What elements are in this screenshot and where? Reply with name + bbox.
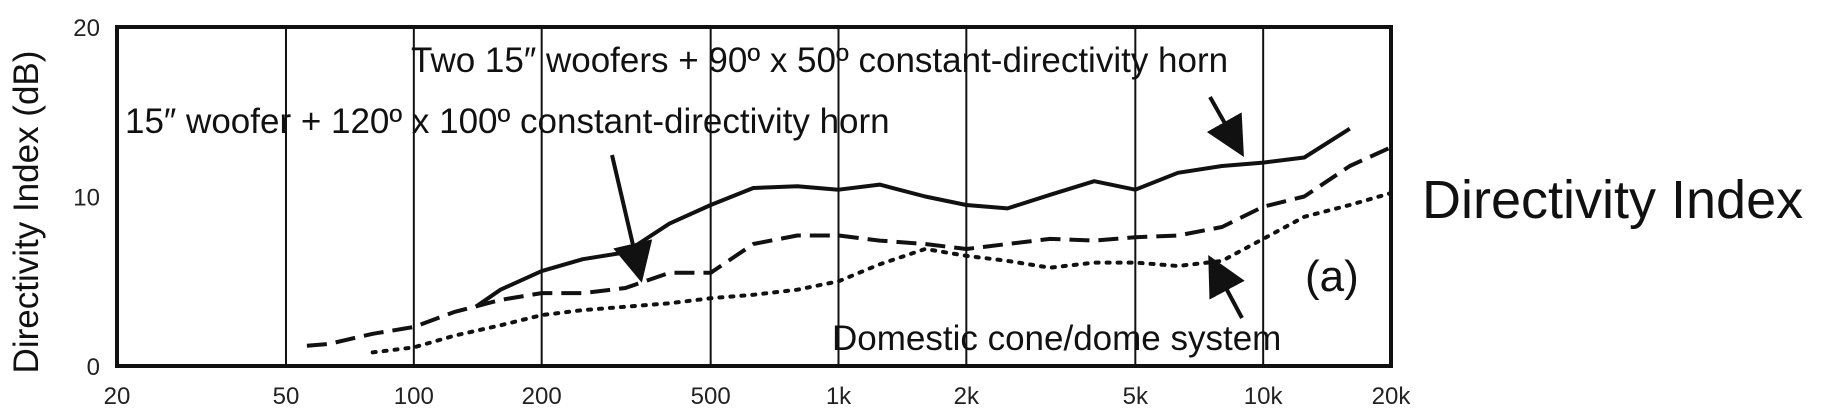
x-tick-label: 20 bbox=[104, 383, 131, 410]
y-tick-label: 0 bbox=[87, 354, 100, 381]
x-tick-label: 2k bbox=[954, 383, 980, 410]
y-tick-labels: 0 10 20 bbox=[73, 15, 100, 381]
annotation-two-woofers: Two 15″ woofers + 90º x 50º constant-dir… bbox=[411, 41, 1228, 80]
annotation-domestic: Domestic cone/dome system bbox=[832, 319, 1281, 358]
x-tick-label: 500 bbox=[691, 383, 731, 410]
series-line-solid bbox=[474, 127, 1351, 309]
arrow-domestic bbox=[1208, 254, 1245, 319]
plot-frame bbox=[115, 25, 1393, 368]
panel-label: (a) bbox=[1305, 252, 1359, 301]
series-lines bbox=[306, 127, 1393, 355]
x-tick-labels: 20 50 100 200 500 1k 2k 5k 10k 20k bbox=[104, 383, 1412, 410]
side-title: Directivity Index bbox=[1422, 170, 1803, 230]
x-tick-label: 100 bbox=[394, 383, 434, 410]
x-tick-label: 20k bbox=[1372, 383, 1412, 410]
y-axis-label: Directivity Index (dB) bbox=[7, 51, 46, 374]
y-tick-label: 10 bbox=[73, 185, 100, 212]
y-tick-label: 20 bbox=[73, 15, 100, 42]
vertical-gridlines bbox=[284, 27, 1265, 366]
series-line-dotted bbox=[370, 191, 1393, 355]
x-tick-label: 5k bbox=[1123, 383, 1149, 410]
x-tick-label: 10k bbox=[1244, 383, 1284, 410]
annotation-single-woofer: 15″ woofer + 120º x 100º constant-direct… bbox=[125, 102, 890, 141]
series-line-dashed bbox=[306, 145, 1392, 348]
arrow-single-woofer bbox=[610, 154, 653, 283]
arrow-two-woofers bbox=[1206, 96, 1244, 157]
x-tick-label: 200 bbox=[522, 383, 562, 410]
x-tick-label: 1k bbox=[826, 383, 852, 410]
x-tick-label: 50 bbox=[273, 383, 300, 410]
